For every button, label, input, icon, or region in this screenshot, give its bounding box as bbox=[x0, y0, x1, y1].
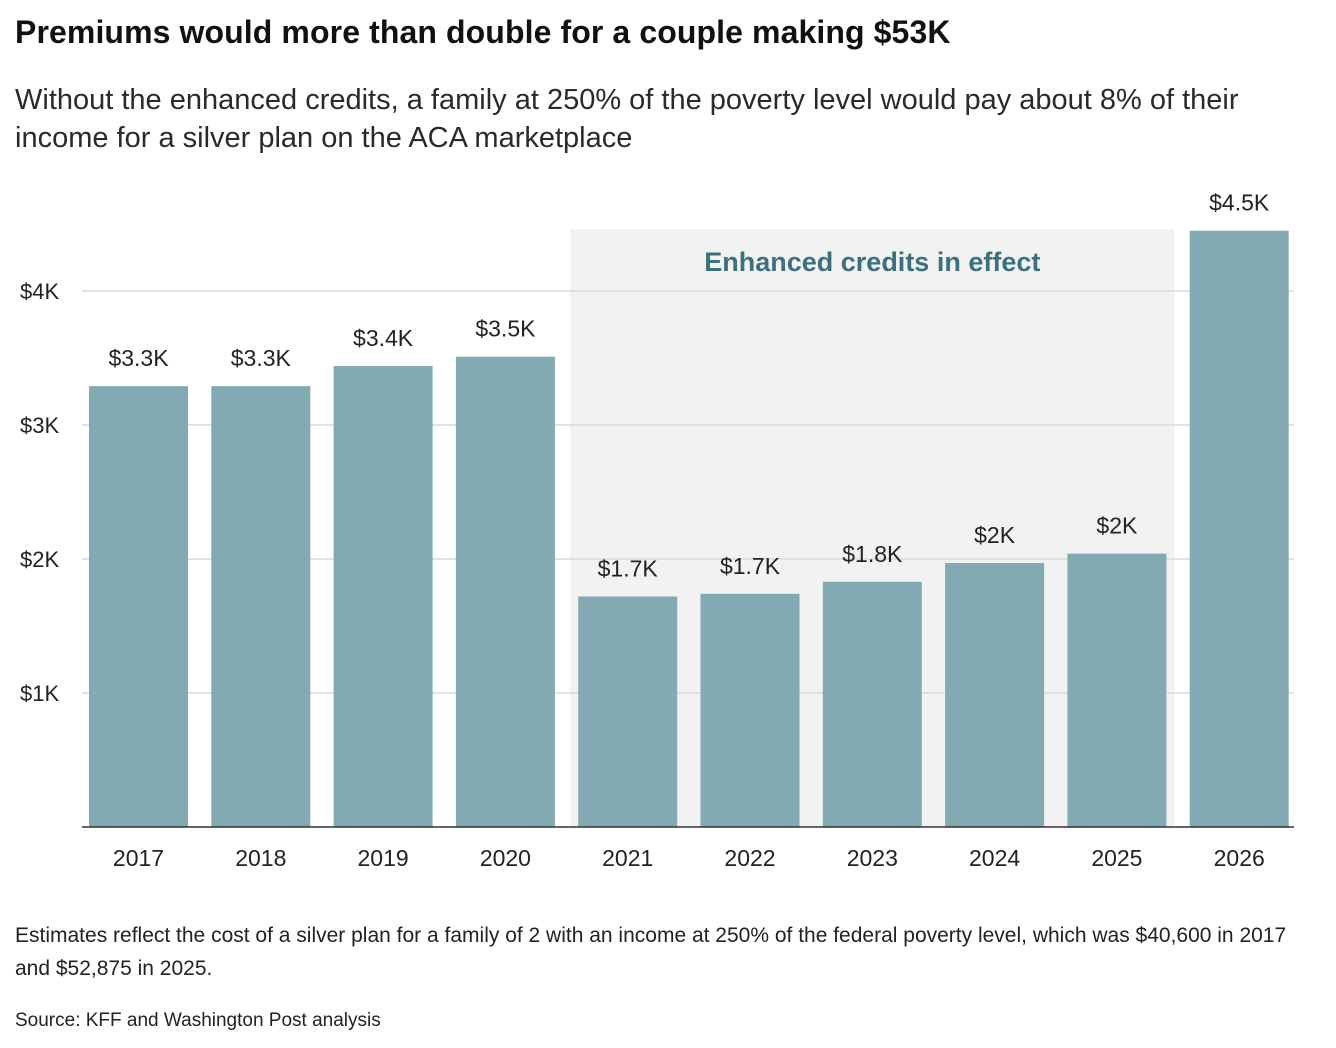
x-tick-label: 2021 bbox=[602, 845, 653, 871]
x-tick-label: 2026 bbox=[1214, 845, 1265, 871]
bar-2019 bbox=[333, 366, 433, 827]
data-label: $2K bbox=[1096, 513, 1138, 539]
bar-2021 bbox=[578, 596, 678, 827]
chart-subtitle: Without the enhanced credits, a family a… bbox=[15, 84, 1239, 154]
data-label: $1.7K bbox=[598, 556, 659, 582]
y-tick-label: $4K bbox=[20, 279, 59, 304]
bar-2020 bbox=[455, 356, 555, 827]
bar-2017 bbox=[89, 386, 188, 827]
data-label: $3.4K bbox=[353, 325, 414, 351]
x-tick-label: 2019 bbox=[358, 845, 409, 871]
bar-2024 bbox=[945, 563, 1045, 827]
x-tick-label: 2023 bbox=[847, 845, 898, 871]
bar-2026 bbox=[1189, 230, 1289, 827]
bar-2023 bbox=[822, 581, 922, 827]
bar-2022 bbox=[700, 593, 800, 827]
x-tick-label: 2024 bbox=[969, 845, 1020, 871]
x-tick-label: 2017 bbox=[113, 845, 164, 871]
chart-title: Premiums would more than double for a co… bbox=[15, 14, 951, 50]
y-tick-label: $3K bbox=[20, 413, 59, 438]
x-tick-label: 2020 bbox=[480, 845, 531, 871]
x-tick-label: 2022 bbox=[724, 845, 775, 871]
data-label: $4.5K bbox=[1209, 190, 1270, 216]
data-label: $3.5K bbox=[475, 316, 536, 342]
bar-2025 bbox=[1067, 553, 1167, 827]
data-label: $3.3K bbox=[231, 345, 292, 371]
x-tick-label: 2025 bbox=[1091, 845, 1142, 871]
y-tick-label: $2K bbox=[20, 547, 59, 572]
x-tick-label: 2018 bbox=[235, 845, 286, 871]
footnote: Estimates reflect the cost of a silver p… bbox=[15, 924, 1287, 980]
data-label: $2K bbox=[974, 522, 1016, 548]
bars: $3.3K 2017 $3.3K 2018 $3.4K 2019 $3.5K 2020 $1.7… bbox=[89, 190, 1289, 871]
enhanced-credits-label: Enhanced credits in effect bbox=[704, 247, 1040, 277]
bar-2018 bbox=[211, 386, 311, 827]
bar-chart: $1K $2K $3K $4K $3.3K 2017 $3.3K 2018 $3.4K 2019… bbox=[20, 190, 1294, 871]
source-note: Source: KFF and Washington Post analysis bbox=[15, 1010, 381, 1031]
y-tick-label: $1K bbox=[20, 681, 59, 706]
data-label: $1.7K bbox=[720, 553, 781, 579]
data-label: $1.8K bbox=[842, 541, 903, 567]
data-label: $3.3K bbox=[108, 345, 169, 371]
